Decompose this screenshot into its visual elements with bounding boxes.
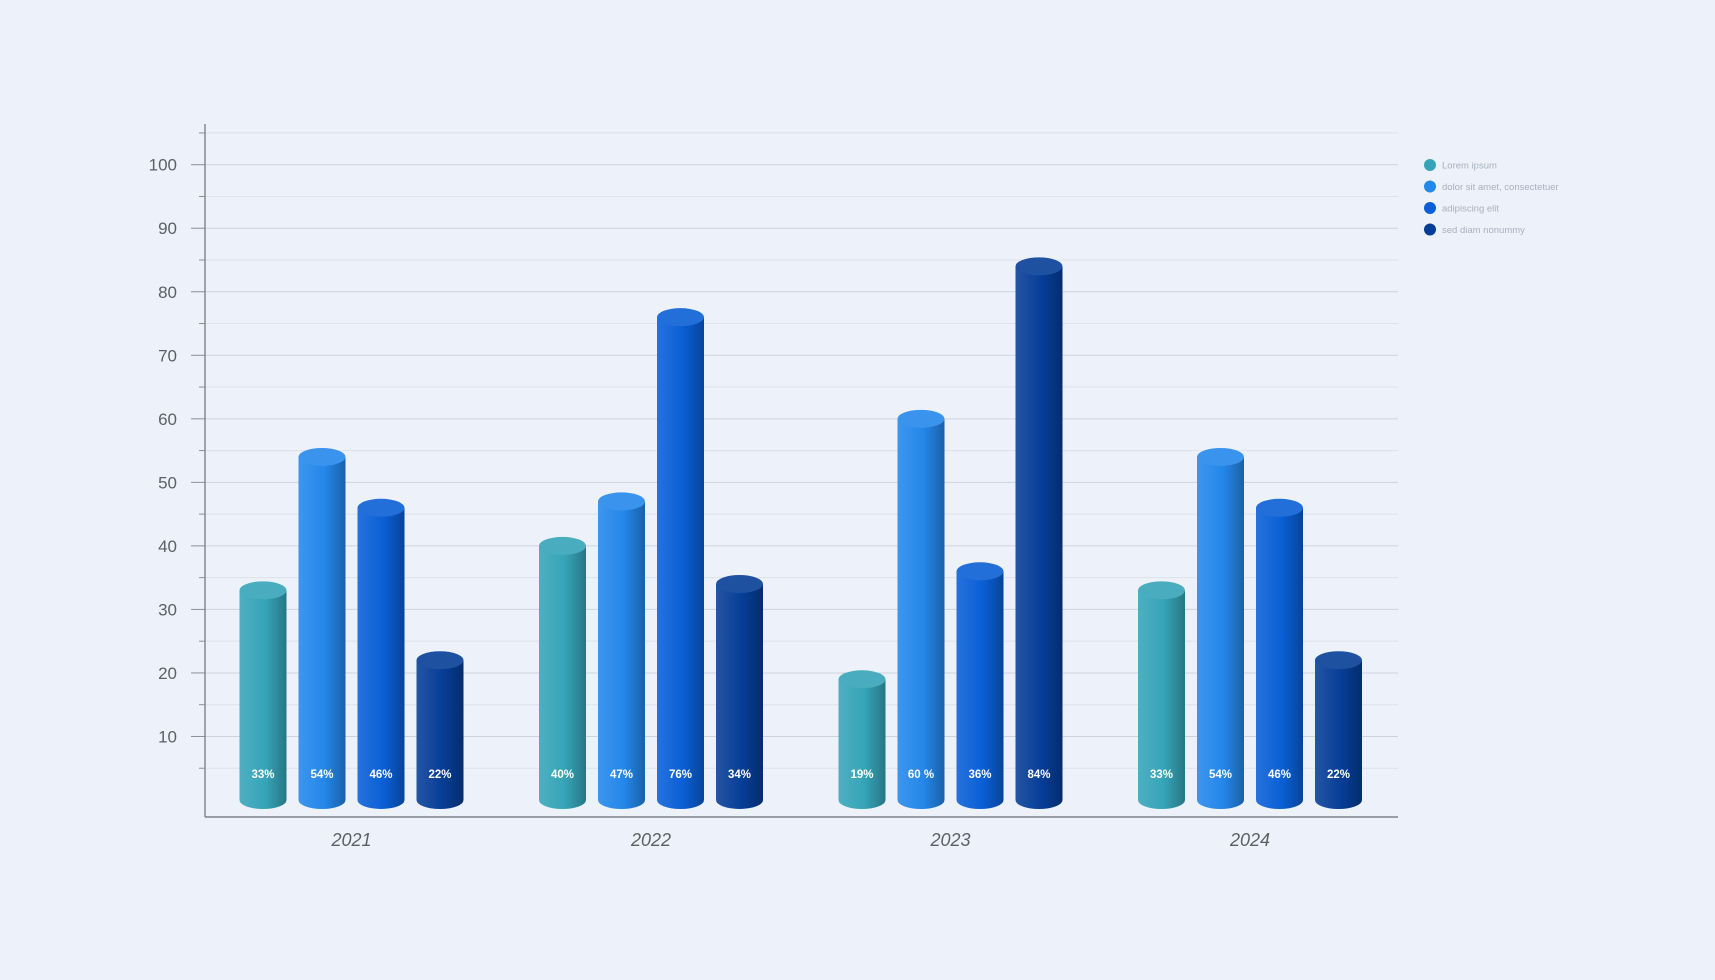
bar-body [1138,590,1185,810]
bar-body [838,679,886,810]
x-tick-label: 2022 [630,830,671,850]
legend-swatch [1424,202,1436,214]
bar-body [598,501,645,810]
data-label: 60 % [908,769,934,781]
legend-label: dolor sit amet, consectetuer [1442,182,1559,193]
bar-2024-s2: 54% [1197,447,1244,810]
data-label: 34% [728,769,751,781]
legend-label: sed diam nonummy [1442,225,1525,236]
bar-cap [1256,498,1303,517]
bar-cap [838,670,886,689]
y-tick-label: 70 [158,346,177,365]
bars: 33% 54% 46% 22% 40% 47% 76% 34% 19% 60 % 36% 84% 33%… [239,257,1362,810]
data-label: 54% [310,769,333,781]
data-label: 19% [850,769,873,781]
bar-body [657,317,704,810]
bar-body [1015,266,1063,810]
bar-cap [956,562,1004,581]
y-tick-label: 30 [158,600,177,619]
bar-body [1315,660,1362,810]
legend-item: adipiscing elit [1424,202,1499,215]
bar-cap [239,581,287,600]
bar-2022-s4: 34% [716,574,763,809]
legend-item: dolor sit amet, consectetuer [1424,180,1559,193]
bar-cap [657,308,704,327]
bar-2023-s2: 60 % [897,409,945,810]
bar-body [1256,507,1303,810]
bar-cap [1315,651,1362,670]
bar-cap [357,498,405,517]
bar-body [298,456,346,810]
bar-cap [1197,447,1244,466]
x-tick-label: 2023 [929,830,970,850]
data-label: 40% [551,769,574,781]
bar-cap [416,651,464,670]
bar-body [416,660,464,810]
bar-2024-s3: 46% [1256,498,1303,810]
legend: Lorem ipsum dolor sit amet, consectetuer a… [1424,159,1559,236]
y-tick-label: 100 [149,156,177,175]
data-label: 76% [669,769,692,781]
x-tick-label: 2024 [1229,830,1270,850]
bar-body [897,418,945,810]
data-label: 22% [428,769,451,781]
bar-2023-s3: 36% [956,562,1004,810]
bar-2021-s3: 46% [357,498,405,809]
y-tick-label: 40 [158,537,177,556]
data-label: 46% [1268,769,1291,781]
bar-2021-s1: 33% [239,581,287,810]
bar-cap [539,536,586,555]
bar-2024-s1: 33% [1138,581,1185,810]
bar-cap [1015,257,1063,276]
axes: 10 20 30 40 50 60 70 80 90 100 2021 2022 2023 2024 [149,124,1398,850]
data-label: 22% [1327,769,1350,781]
y-tick-label: 20 [158,664,177,683]
legend-item: Lorem ipsum [1424,159,1497,172]
y-tick-label: 10 [158,727,177,746]
bar-body [716,583,763,809]
bar-cap [897,409,945,428]
legend-swatch [1424,223,1436,236]
data-label: 33% [251,769,274,781]
bar-2024-s4: 22% [1315,651,1362,810]
bar-2023-s1: 19% [838,670,886,810]
data-label: 33% [1150,769,1173,781]
data-label: 84% [1027,769,1050,781]
y-tick-label: 60 [158,410,177,429]
x-tick-label: 2021 [330,830,371,850]
legend-swatch [1424,159,1436,171]
bar-body [239,590,287,810]
y-tick-label: 50 [158,473,177,492]
y-tick-label: 80 [158,283,177,302]
legend-swatch [1424,180,1436,193]
bar-body [1197,456,1244,810]
bar-cap [1138,581,1185,600]
bar-2022-s3: 76% [657,308,704,810]
bar-cap [598,492,645,511]
legend-label: Lorem ipsum [1442,161,1497,172]
bar-body [538,545,586,810]
bar-2023-s4: 84% [1015,257,1063,810]
data-label: 46% [369,769,392,781]
bar-cap [298,447,346,466]
bar-body [956,571,1004,810]
bar-2021-s2: 54% [298,447,346,810]
data-label: 47% [610,769,633,781]
legend-label: adipiscing elit [1442,204,1499,215]
bar-2021-s4: 22% [416,651,464,810]
data-label: 54% [1209,769,1232,781]
data-label: 36% [968,769,991,781]
bar-body [357,507,405,809]
bar-cap [716,574,763,593]
bar-2022-s1: 40% [538,536,586,810]
y-tick-label: 90 [158,219,177,238]
bar-2022-s2: 47% [598,492,645,810]
legend-item: sed diam nonummy [1424,223,1525,236]
